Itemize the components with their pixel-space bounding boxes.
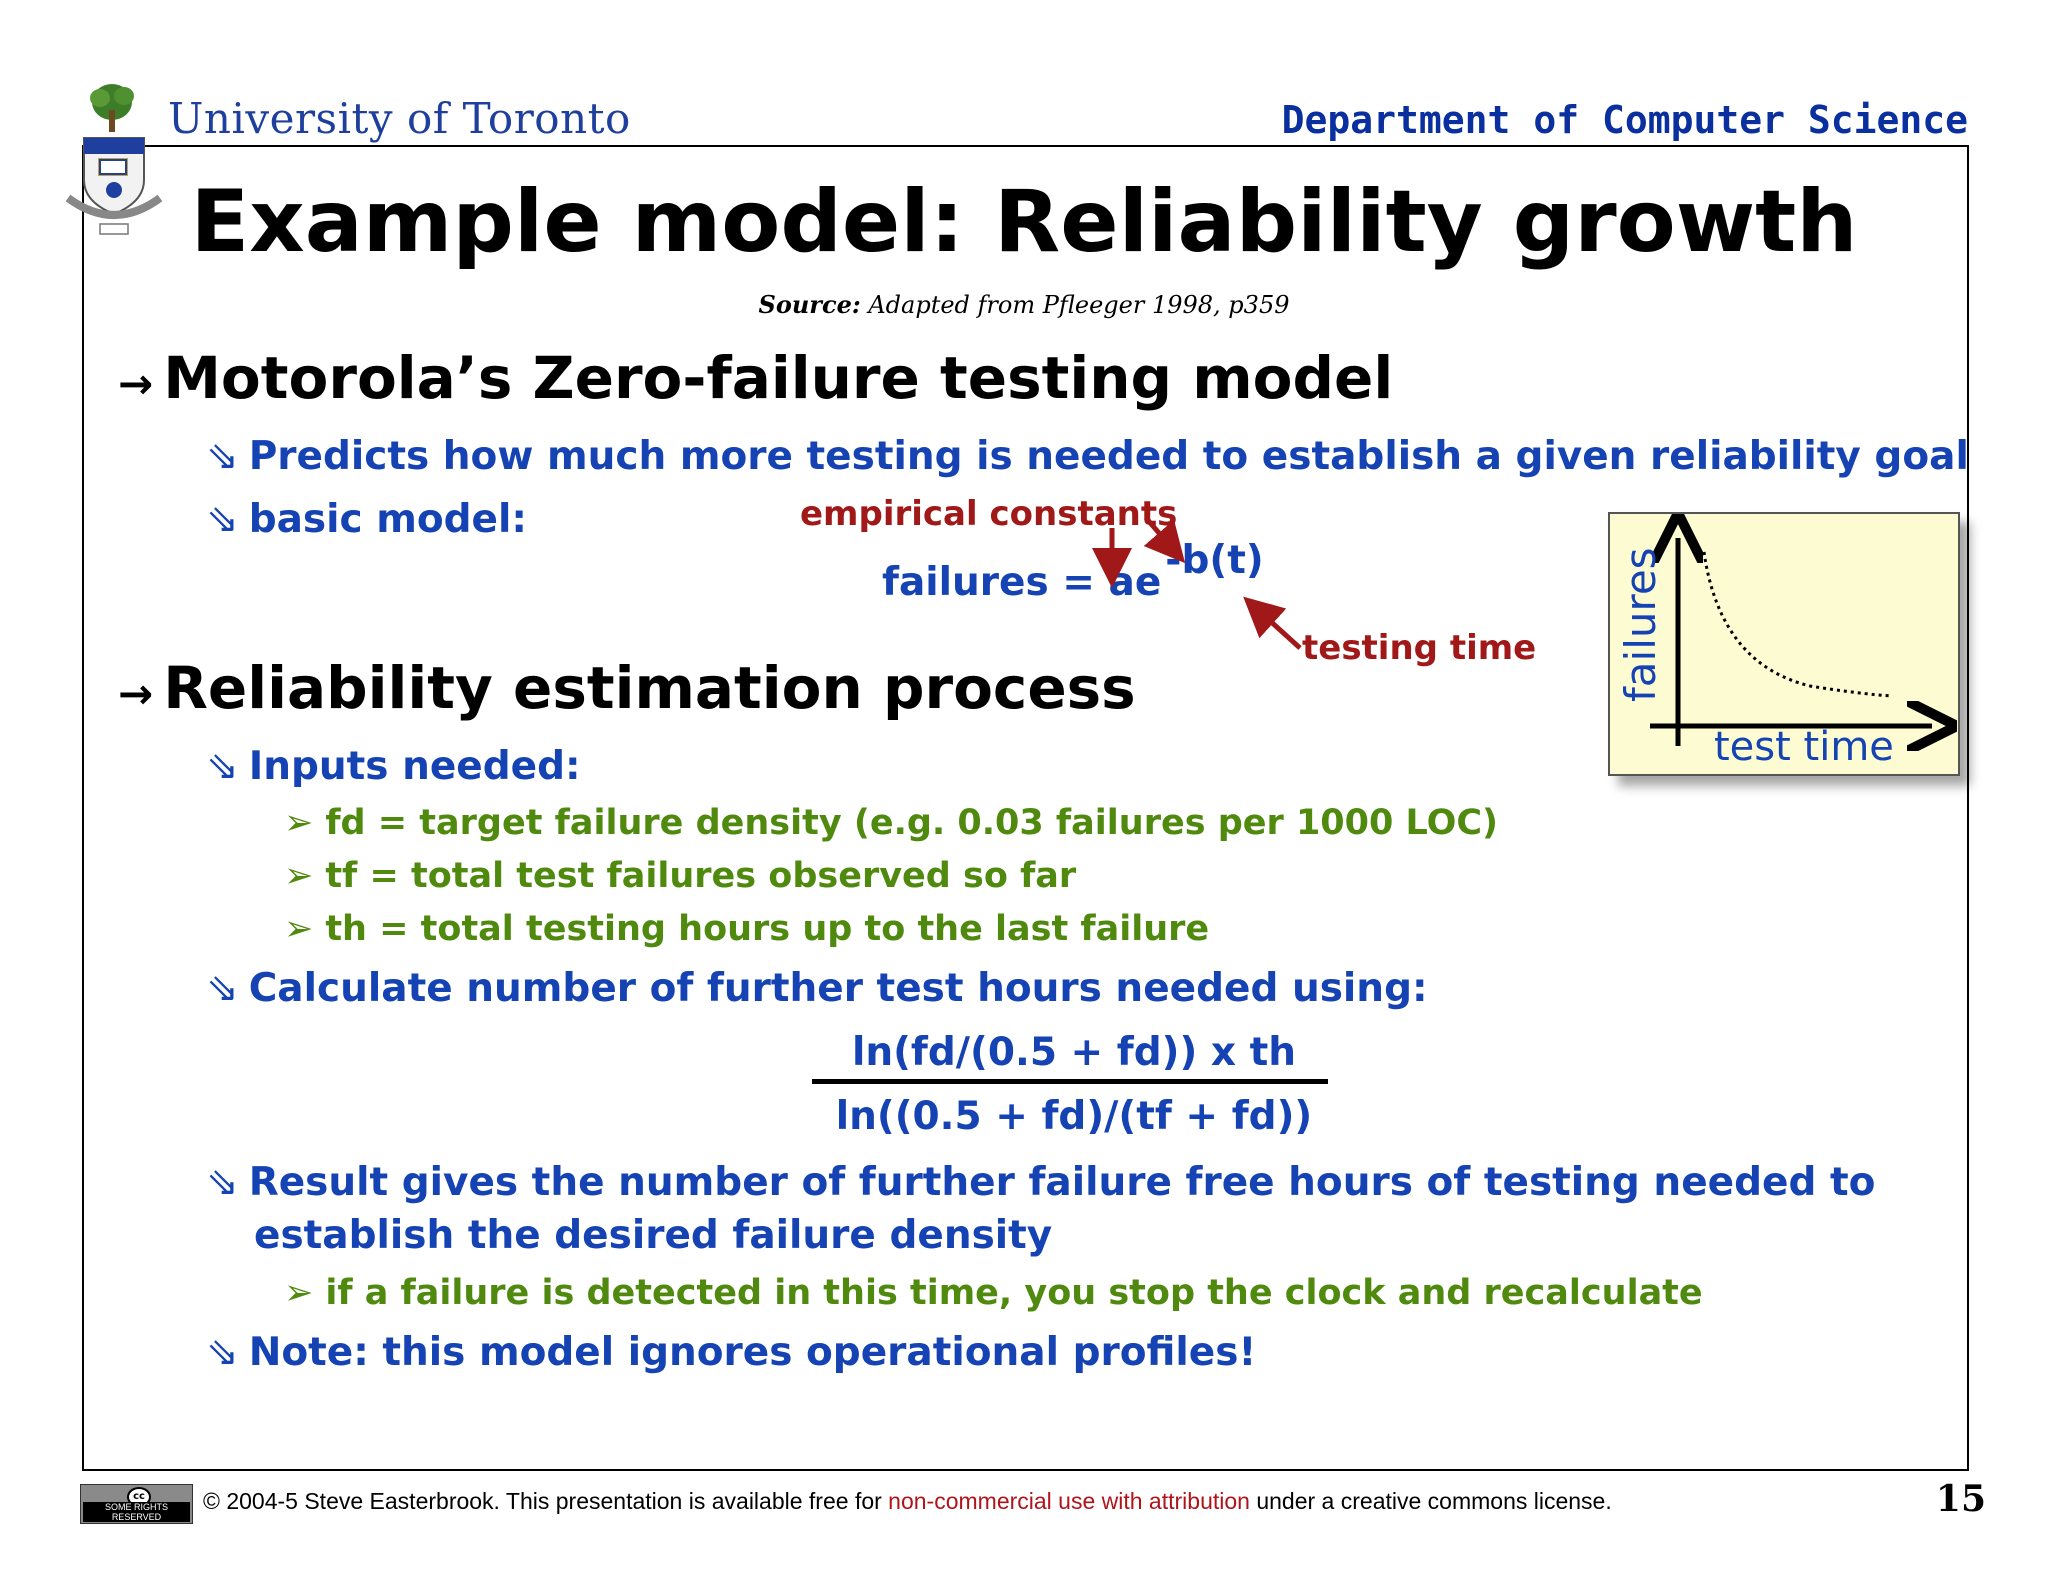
bullet-text: Predicts how much more testing is needed… [248, 434, 1969, 479]
chevron-bullet-icon: ➢ [284, 803, 314, 843]
source-text: Adapted from Pfleeger 1998, p359 [868, 291, 1290, 319]
formula-exponent: -b(t) [1165, 538, 1264, 583]
input-text: fd = target failure density (e.g. 0.03 f… [325, 803, 1499, 843]
subbullet-text: if a failure is detected in this time, y… [325, 1273, 1703, 1313]
bullet-inputs-needed: ⇘ Inputs needed: [206, 744, 581, 789]
failures-vs-time-graph: failures test time [1608, 512, 1960, 776]
section-heading-motorola: → Motorola’s Zero-failure testing model [118, 344, 1393, 412]
department-name: Department of Computer Science [1281, 98, 1968, 142]
result-subbullet: ➢ if a failure is detected in this time, … [284, 1273, 1703, 1313]
outline-arrow-icon: ⇘ [206, 497, 239, 542]
graph-drawing [1650, 514, 1962, 778]
bullet-result: ⇘ Result gives the number of further fail… [206, 1160, 1875, 1205]
bullet-result-continued: establish the desired failure density [254, 1213, 1053, 1258]
bullet-note: ⇘ Note: this model ignores operational pr… [206, 1330, 1256, 1375]
formula-numerator: ln(fd/(0.5 + fd)) x th [851, 1030, 1297, 1075]
bullet-text: basic model: [248, 497, 527, 542]
section-heading-text: Motorola’s Zero-failure testing model [163, 344, 1394, 412]
bullet-text: Result gives the number of further failu… [248, 1160, 1876, 1205]
cc-badge-text: SOME RIGHTS RESERVED [83, 1502, 190, 1522]
annotation-testing-time: testing time [1302, 628, 1537, 668]
outline-arrow-icon: ⇘ [206, 744, 239, 789]
footer-license-terms: non-commercial use with attribution [888, 1488, 1250, 1514]
input-fd: ➢ fd = target failure density (e.g. 0.03 … [284, 803, 1498, 843]
formula-lhs: failures = ae [882, 560, 1162, 605]
source-citation: Source: Adapted from Pfleeger 1998, p359 [0, 290, 2048, 319]
chevron-bullet-icon: ➢ [284, 1273, 314, 1313]
input-tf: ➢ tf = total test failures observed so fa… [284, 856, 1076, 896]
slide-frame [82, 145, 1969, 1471]
fraction-bar [812, 1079, 1328, 1084]
outline-arrow-icon: ⇘ [206, 1330, 239, 1375]
graph-curve [1702, 551, 1893, 698]
bullet-text: Note: this model ignores operational pro… [248, 1330, 1257, 1375]
annotation-empirical-constants: empirical constants [800, 494, 1178, 534]
bullet-text: Calculate number of further test hours n… [248, 966, 1428, 1011]
chevron-bullet-icon: ➢ [284, 856, 314, 896]
bullet-calculate: ⇘ Calculate number of further test hours … [206, 966, 1428, 1011]
university-name: University of Toronto [168, 94, 631, 143]
section-heading-reliability-estimation: → Reliability estimation process [118, 654, 1136, 722]
footer-copyright: © 2004-5 Steve Easterbrook. This present… [203, 1488, 1612, 1515]
creative-commons-badge[interactable]: cc SOME RIGHTS RESERVED [80, 1484, 193, 1524]
chevron-bullet-icon: ➢ [284, 909, 314, 949]
footer-text-after: under a creative commons license. [1249, 1488, 1612, 1514]
arrow-right-icon: → [118, 359, 154, 408]
input-text: th = total testing hours up to the last … [325, 909, 1210, 949]
section-heading-text: Reliability estimation process [163, 654, 1136, 722]
footer-text-before: © 2004-5 Steve Easterbrook. This present… [203, 1488, 889, 1514]
input-th: ➢ th = total testing hours up to the last… [284, 909, 1209, 949]
input-text: tf = total test failures observed so far [325, 856, 1077, 896]
formula-denominator: ln((0.5 + fd)/(tf + fd)) [835, 1094, 1313, 1139]
arrow-right-icon: → [118, 669, 154, 718]
model-formula: failures = ae -b(t) [882, 538, 1264, 605]
outline-arrow-icon: ⇘ [206, 1160, 239, 1205]
slide-title: Example model: Reliability growth [190, 172, 1858, 272]
outline-arrow-icon: ⇘ [206, 966, 239, 1011]
page-number: 15 [1935, 1478, 1986, 1520]
bullet-predicts: ⇘ Predicts how much more testing is neede… [206, 434, 1969, 479]
university-crest-logo [65, 84, 163, 235]
outline-arrow-icon: ⇘ [206, 434, 239, 479]
graph-x-label: test time [1714, 724, 1894, 770]
graph-y-label: failures [1616, 547, 1665, 702]
bullet-basic-model: ⇘ basic model: [206, 497, 527, 542]
bullet-text: Inputs needed: [248, 744, 581, 789]
source-label: Source: [758, 290, 861, 319]
